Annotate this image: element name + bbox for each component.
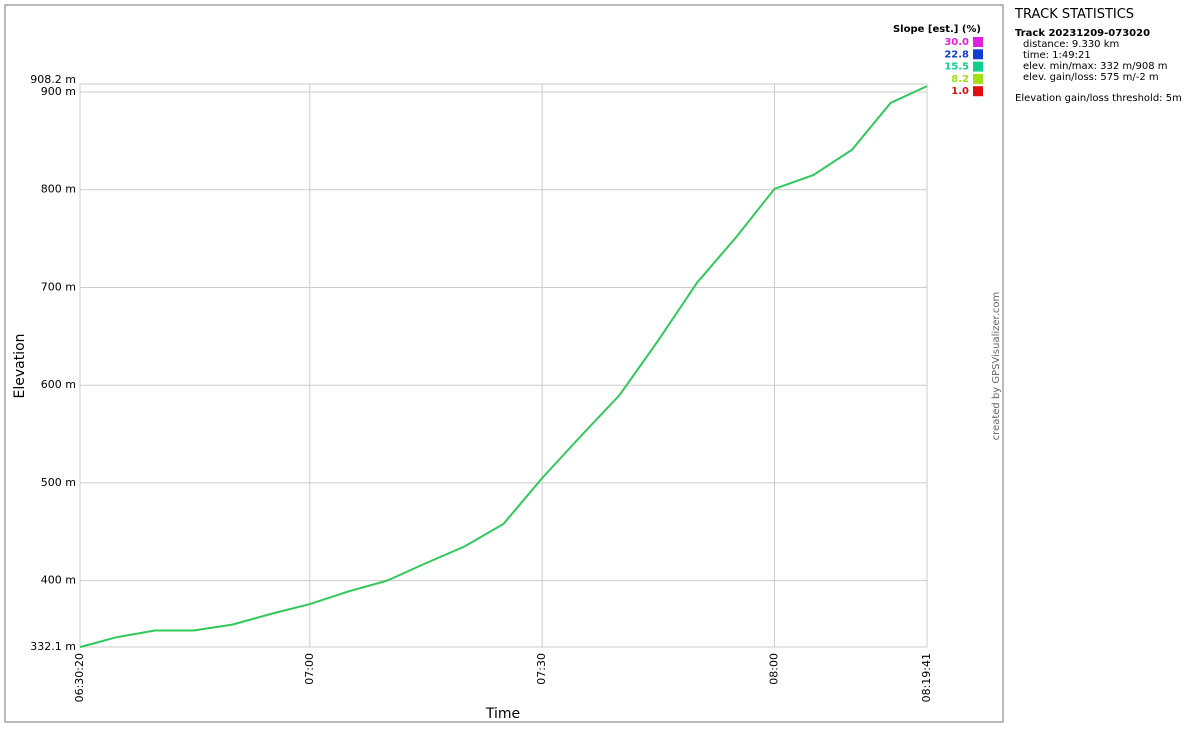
legend-swatch xyxy=(973,37,983,47)
x-axis-label: Time xyxy=(485,706,520,722)
legend-swatch xyxy=(973,73,983,84)
legend-label: 8.2 xyxy=(951,74,969,85)
stats-line: elev. min/max: 332 m/908 m xyxy=(1023,61,1168,72)
y-tick-label: 332.1 m xyxy=(30,640,76,653)
stats-line: time: 1:49:21 xyxy=(1023,50,1091,61)
y-tick-label: 800 m xyxy=(41,183,76,196)
x-tick-label: 07:30 xyxy=(535,653,548,685)
legend-title: Slope [est.] (%) xyxy=(893,24,981,35)
chart: Elevation Time created by GPSVisualizer.… xyxy=(4,4,1004,723)
stats-line: distance: 9.330 km xyxy=(1023,39,1120,50)
legend-swatch xyxy=(973,61,983,72)
stats-lines: distance: 9.330 km time: 1:49:21 elev. min… xyxy=(1015,39,1195,83)
y-tick-label: 908.2 m xyxy=(30,73,76,86)
stats-title: TRACK STATISTICS xyxy=(1015,7,1135,22)
y-tick-label: 600 m xyxy=(41,378,76,391)
credit: created by GPSVisualizer.com xyxy=(991,292,1002,441)
legend-label: 1.0 xyxy=(951,86,969,97)
elevation-line xyxy=(79,85,928,649)
stats-line: elev. gain/loss: 575 m/-2 m xyxy=(1023,72,1159,83)
legend-label: 30.0 xyxy=(944,37,969,48)
chart-frame xyxy=(4,4,1004,723)
track-name: Track 20231209-073020 xyxy=(1015,28,1151,39)
legend-label: 22.8 xyxy=(944,49,969,60)
x-tick-label: 07:00 xyxy=(303,653,316,685)
y-tick-label: 400 m xyxy=(41,574,76,587)
legend-label: 15.5 xyxy=(944,62,969,73)
legend-swatch xyxy=(973,49,983,60)
y-tick-label: 900 m xyxy=(41,85,76,98)
x-tick-label: 06:30:20 xyxy=(73,653,86,702)
stats-panel: TRACK STATISTICS Track 20231209-073020 d… xyxy=(1015,6,1195,104)
threshold-note: Elevation gain/loss threshold: 5m xyxy=(1015,93,1182,104)
x-tick-label: 08:00 xyxy=(768,653,781,685)
x-tick-label: 08:19:41 xyxy=(920,653,933,702)
y-tick-label: 700 m xyxy=(41,280,76,293)
legend-swatch xyxy=(973,86,983,97)
y-axis-label: Elevation xyxy=(12,333,28,398)
y-tick-label: 500 m xyxy=(41,476,76,489)
